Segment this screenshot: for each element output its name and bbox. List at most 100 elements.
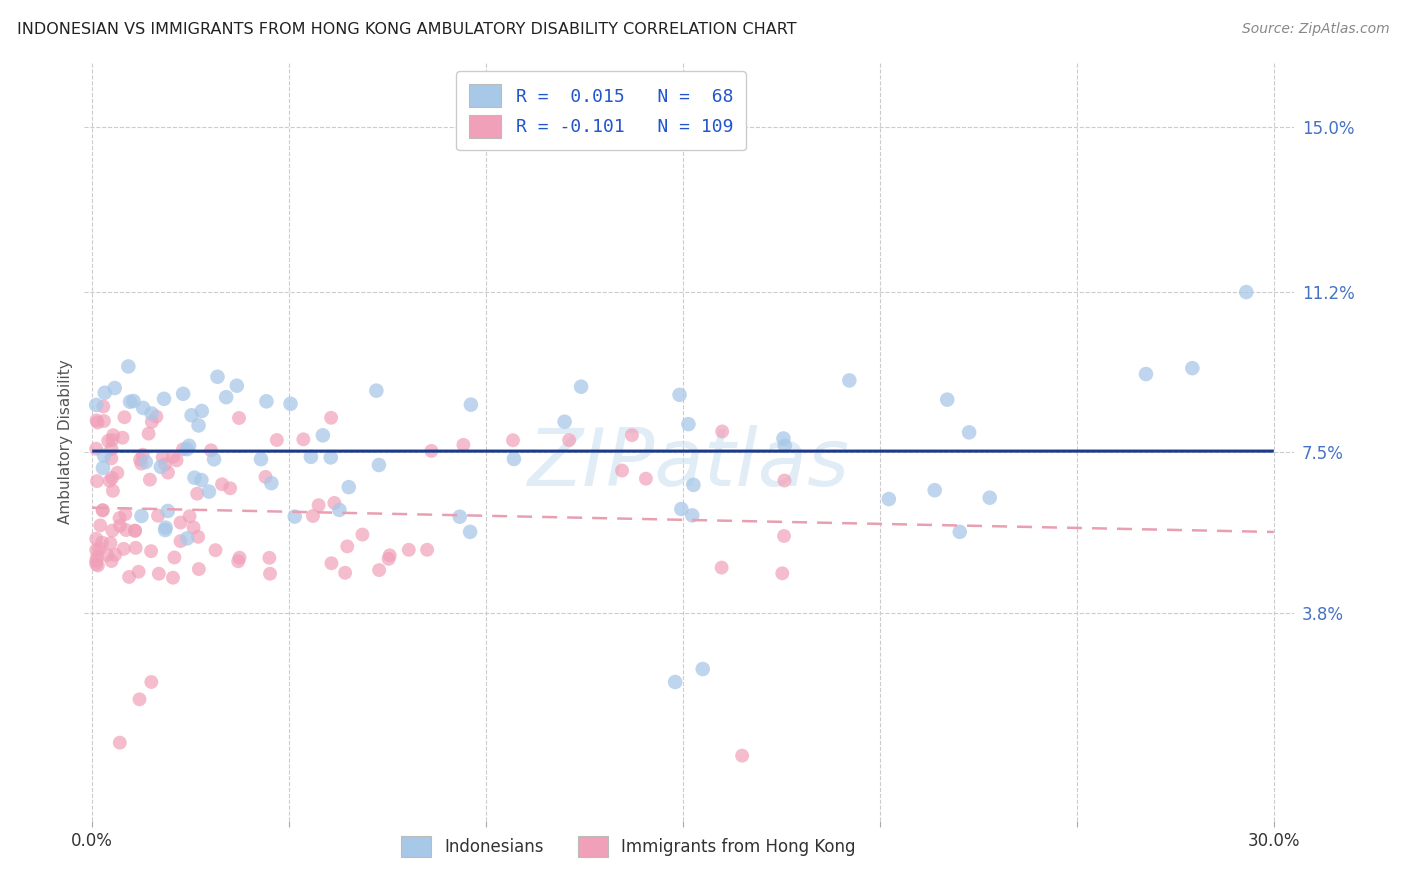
Point: [308, 498, 330, 512]
Point: [108, 511, 131, 525]
Point: [367, 458, 389, 472]
Point: [84, 532, 107, 546]
Point: [772, 432, 794, 446]
Point: [558, 433, 581, 447]
Point: [155, 521, 177, 535]
Point: [682, 478, 704, 492]
Point: [122, 394, 145, 409]
Text: Source: ZipAtlas.com: Source: ZipAtlas.com: [1241, 22, 1389, 37]
Point: [131, 508, 153, 523]
Text: ZIPatlas: ZIPatlas: [527, 425, 851, 503]
Point: [328, 503, 350, 517]
Point: [187, 418, 209, 433]
Point: [337, 480, 360, 494]
Point: [773, 529, 796, 543]
Point: [112, 541, 135, 556]
Point: [200, 443, 222, 458]
Point: [838, 373, 860, 387]
Point: [84, 542, 107, 557]
Text: INDONESIAN VS IMMIGRANTS FROM HONG KONG AMBULATORY DISABILITY CORRELATION CHART: INDONESIAN VS IMMIGRANTS FROM HONG KONG …: [17, 22, 796, 37]
Point: [149, 459, 172, 474]
Point: [183, 471, 205, 485]
Point: [177, 439, 200, 453]
Point: [86, 416, 108, 430]
Point: [131, 448, 153, 462]
Point: [420, 444, 443, 458]
Point: [211, 477, 233, 491]
Point: [139, 473, 162, 487]
Point: [678, 417, 700, 431]
Point: [671, 502, 693, 516]
Point: [949, 524, 972, 539]
Point: [100, 554, 122, 568]
Point: [460, 398, 482, 412]
Point: [228, 550, 250, 565]
Point: [207, 369, 229, 384]
Point: [187, 562, 209, 576]
Point: [172, 386, 194, 401]
Point: [169, 534, 191, 549]
Point: [877, 491, 900, 506]
Point: [97, 434, 120, 448]
Point: [98, 474, 121, 488]
Point: [172, 442, 194, 457]
Point: [681, 508, 703, 523]
Point: [101, 433, 124, 447]
Point: [153, 458, 176, 472]
Point: [319, 410, 342, 425]
Point: [146, 508, 169, 523]
Point: [198, 484, 221, 499]
Point: [225, 378, 247, 392]
Point: [108, 736, 131, 750]
Point: [124, 524, 146, 538]
Point: [138, 426, 160, 441]
Point: [610, 464, 633, 478]
Point: [204, 543, 226, 558]
Point: [162, 450, 184, 464]
Point: [96, 548, 118, 562]
Point: [458, 524, 481, 539]
Point: [1181, 361, 1204, 376]
Point: [180, 409, 202, 423]
Point: [398, 542, 420, 557]
Point: [259, 566, 281, 581]
Point: [250, 452, 273, 467]
Point: [321, 556, 343, 570]
Point: [215, 390, 238, 404]
Point: [260, 476, 283, 491]
Point: [228, 411, 250, 425]
Point: [378, 549, 401, 563]
Point: [89, 518, 111, 533]
Point: [118, 394, 141, 409]
Point: [319, 450, 342, 465]
Point: [141, 407, 163, 421]
Point: [104, 548, 127, 562]
Point: [91, 461, 114, 475]
Point: [86, 474, 108, 488]
Point: [554, 415, 576, 429]
Point: [187, 530, 209, 544]
Point: [773, 439, 796, 453]
Point: [141, 415, 163, 429]
Point: [333, 566, 356, 580]
Point: [368, 563, 391, 577]
Point: [254, 470, 277, 484]
Point: [105, 466, 128, 480]
Point: [118, 570, 141, 584]
Point: [770, 566, 793, 581]
Point: [152, 450, 174, 465]
Point: [115, 523, 138, 537]
Legend: Indonesians, Immigrants from Hong Kong: Indonesians, Immigrants from Hong Kong: [394, 827, 863, 865]
Point: [89, 541, 111, 556]
Point: [668, 388, 690, 402]
Point: [664, 675, 686, 690]
Point: [773, 474, 796, 488]
Point: [91, 535, 114, 549]
Y-axis label: Ambulatory Disability: Ambulatory Disability: [58, 359, 73, 524]
Point: [1135, 367, 1157, 381]
Point: [117, 359, 139, 374]
Point: [254, 394, 277, 409]
Point: [101, 483, 124, 498]
Point: [366, 384, 388, 398]
Point: [377, 551, 399, 566]
